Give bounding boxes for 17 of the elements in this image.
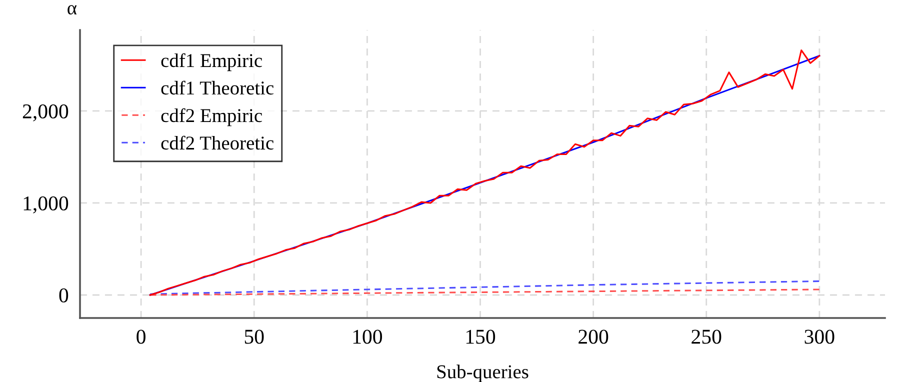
y-tick-label: 0 (59, 288, 68, 302)
x-tick-label: 100 (353, 330, 382, 344)
x-axis-title: Sub-queries (437, 364, 528, 382)
legend-label: cdf2 Theoretic (161, 136, 274, 150)
y-axis-title: α (68, 5, 77, 15)
x-tick-label: 300 (804, 330, 834, 344)
legend-label: cdf2 Empiric (161, 108, 262, 126)
legend-label: cdf1 Theoretic (161, 80, 274, 95)
x-tick-label: 150 (466, 330, 496, 344)
y-tick-label: 1,000 (24, 196, 68, 214)
y-tick-label: 2,000 (22, 104, 68, 122)
x-tick-label: 200 (578, 330, 608, 344)
x-tick-label: 50 (244, 330, 264, 344)
legend-label: cdf1 Empiric (161, 53, 262, 72)
x-tick-label: 250 (692, 330, 722, 344)
line-series (149, 280, 820, 295)
x-tick-label: 0 (136, 330, 146, 344)
